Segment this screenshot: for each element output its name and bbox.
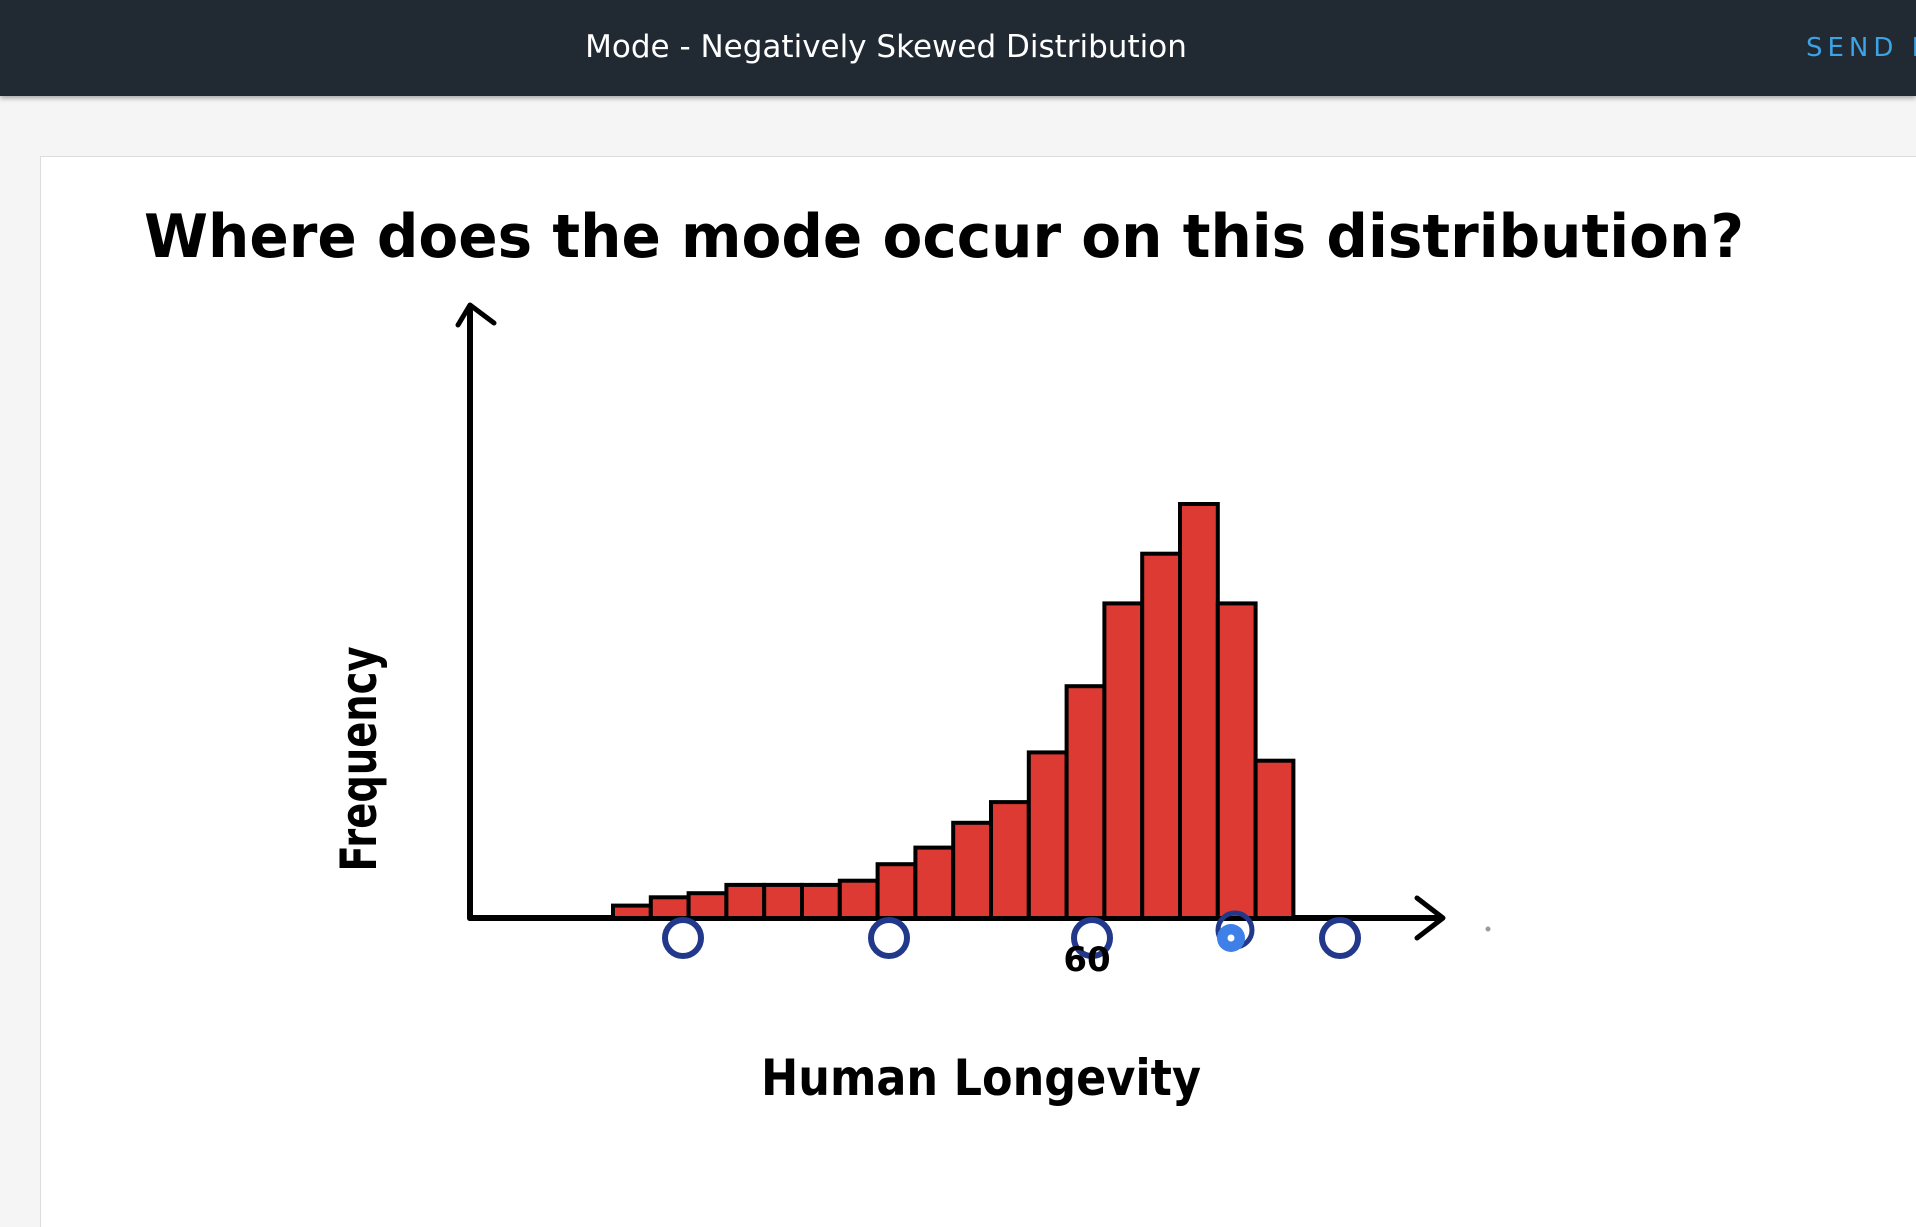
x-axis-arrow: [1414, 895, 1446, 941]
send-feedback-button[interactable]: SEND F: [1806, 33, 1916, 63]
x-tick-label: 60: [1063, 940, 1110, 980]
histogram-bars: [611, 502, 1296, 921]
answer-option-5[interactable]: [1319, 917, 1361, 959]
radio-ring[interactable]: [1071, 917, 1113, 959]
top-bar: Mode - Negatively Skewed Distribution SE…: [0, 0, 1916, 96]
histogram-bar: [686, 891, 729, 921]
radio-ring[interactable]: [868, 917, 910, 959]
histogram-bar: [800, 882, 842, 921]
histogram-bar: [1102, 601, 1145, 920]
radio-ring[interactable]: [662, 917, 704, 959]
histogram-bar: [1140, 551, 1182, 920]
stray-dot: [1485, 926, 1491, 932]
histogram-bar: [951, 820, 994, 920]
quiz-canvas: Where does the mode occur on this distri…: [40, 156, 1916, 1227]
histogram-bar: [837, 878, 880, 921]
histogram-bar: [875, 862, 918, 921]
answer-option-3[interactable]: [1071, 917, 1113, 959]
histogram-bar: [1215, 601, 1258, 920]
histogram-bar: [648, 895, 691, 920]
histogram-bar: [1026, 750, 1069, 921]
histogram-bar: [611, 903, 653, 920]
y-axis-label: Frequency: [330, 647, 388, 872]
question-text: Where does the mode occur on this distri…: [144, 202, 1744, 272]
answer-option-2[interactable]: [868, 917, 910, 959]
answer-option-1[interactable]: [662, 917, 704, 959]
radio-ring[interactable]: [1319, 917, 1361, 959]
radio-center: [1227, 934, 1235, 942]
histogram-bar: [762, 882, 805, 921]
histogram-bar: [1064, 684, 1107, 921]
answer-options[interactable]: [662, 910, 1361, 959]
lesson-title: Mode - Negatively Skewed Distribution: [585, 29, 1187, 65]
answer-option-4[interactable]: [1215, 910, 1255, 952]
histogram-bar: [1178, 502, 1220, 920]
histogram-bar: [913, 845, 956, 920]
x-axis-label: Human Longevity: [761, 1049, 1201, 1107]
histogram-bar: [724, 882, 767, 921]
histogram-bar: [989, 800, 1031, 920]
y-axis-arrow: [455, 302, 497, 328]
histogram-chart: Where does the mode occur on this distri…: [144, 202, 1744, 1107]
histogram-bar: [1253, 758, 1296, 921]
